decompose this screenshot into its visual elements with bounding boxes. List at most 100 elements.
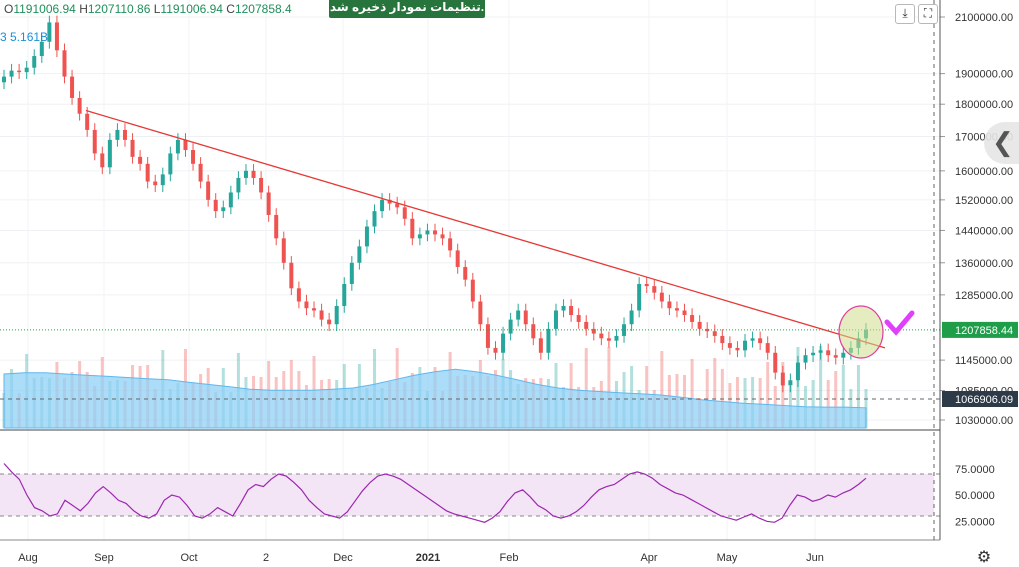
candle-body xyxy=(138,156,143,164)
time-tick-label: Jun xyxy=(806,552,824,564)
candle-body xyxy=(274,214,279,239)
candle-body xyxy=(501,333,506,353)
candle-body xyxy=(727,343,732,348)
candle-body xyxy=(213,199,218,212)
candle-body xyxy=(690,315,695,322)
candle-body xyxy=(2,76,6,83)
candle-body xyxy=(228,192,233,208)
candle-body xyxy=(485,324,490,348)
candle-body xyxy=(334,305,339,325)
candle-body xyxy=(77,97,82,114)
candle-body xyxy=(372,211,377,227)
high-value: 1207110.86 xyxy=(87,2,151,16)
last-price-label: 1207858.44 xyxy=(955,325,1013,337)
candle-body xyxy=(387,199,392,204)
candle-body xyxy=(508,319,513,334)
candle-body xyxy=(576,315,581,322)
candle-body xyxy=(281,238,286,263)
candle-body xyxy=(206,181,211,200)
candle-body xyxy=(130,139,135,157)
volume-bar xyxy=(796,347,800,428)
candle-body xyxy=(493,347,498,353)
volume-bar xyxy=(758,378,762,428)
candle-body xyxy=(599,333,604,339)
candle-body xyxy=(591,328,596,334)
candle-body xyxy=(584,321,589,329)
candle-body xyxy=(39,41,44,57)
candle-body xyxy=(243,170,248,178)
candle-body xyxy=(122,129,127,140)
download-icon[interactable]: ⤓ xyxy=(895,4,915,24)
price-tick-label: 1030000.00 xyxy=(955,415,1013,427)
candle-body xyxy=(758,338,763,344)
candle-body xyxy=(342,283,347,306)
candle-body xyxy=(795,362,800,381)
price-tick-label: 1520000.00 xyxy=(955,195,1013,207)
candle-body xyxy=(62,50,67,77)
candle-body xyxy=(402,207,407,219)
rsi-band xyxy=(0,474,934,516)
candle-body xyxy=(9,70,14,77)
candle-body xyxy=(107,139,112,168)
candle-body xyxy=(644,283,649,287)
candle-body xyxy=(652,286,657,293)
time-tick-label: Aug xyxy=(18,552,38,564)
candle-body xyxy=(312,308,317,311)
saved-toast: تنظیمات نمودار ذخیره شد. xyxy=(329,0,485,18)
fullscreen-icon[interactable]: ⛶ xyxy=(918,4,938,24)
candle-body xyxy=(553,310,558,329)
grid xyxy=(0,0,940,540)
candle-body xyxy=(682,310,687,316)
price-tick-label: 1285000.00 xyxy=(955,290,1013,302)
time-tick-label: Sep xyxy=(94,552,114,564)
candle-body xyxy=(395,203,400,208)
candle-body xyxy=(735,347,740,351)
candle-body xyxy=(531,324,536,339)
candle-body xyxy=(606,338,611,341)
candle-body xyxy=(470,279,475,302)
price-tick-label: 1360000.00 xyxy=(955,258,1013,270)
candle-body xyxy=(251,170,256,178)
candle-body xyxy=(183,139,188,151)
candles xyxy=(2,15,868,393)
candle-body xyxy=(24,67,29,73)
candle-body xyxy=(780,372,785,386)
candle-body xyxy=(54,22,59,51)
low-value: 1191006.94 xyxy=(160,2,223,16)
candle-body xyxy=(667,301,672,309)
settings-icon: ⚙ xyxy=(977,549,991,566)
candle-body xyxy=(546,328,551,353)
candle-body xyxy=(198,163,203,182)
candle-body xyxy=(364,226,369,247)
collapse-arrow-icon[interactable]: ❮ xyxy=(984,122,1019,164)
close-value: 1207858.4 xyxy=(234,2,292,16)
volume-bar xyxy=(856,365,860,428)
candle-body xyxy=(410,218,415,239)
trend-line[interactable] xyxy=(85,109,886,349)
time-tick-label: 2021 xyxy=(416,552,440,564)
candle-body xyxy=(32,56,37,68)
candle-body xyxy=(637,283,642,311)
volume-ma-label: 1066906.09 xyxy=(955,394,1013,406)
volume-bar xyxy=(713,358,717,428)
candle-body xyxy=(319,310,324,320)
volume-bar xyxy=(751,377,755,428)
candle-body xyxy=(266,192,271,215)
last-price-tag xyxy=(942,321,1018,338)
candle-body xyxy=(236,177,241,193)
candle-body xyxy=(100,153,105,168)
volume-bar xyxy=(690,359,694,428)
checkmark-icon xyxy=(884,310,915,336)
volume-legend: 3 5.161B xyxy=(0,30,49,44)
candle-body xyxy=(561,305,566,311)
volume-bar xyxy=(819,346,823,428)
candle-body xyxy=(538,338,543,353)
candle-body xyxy=(92,129,97,154)
candle-body xyxy=(705,328,710,332)
candle-body xyxy=(440,234,445,239)
price-tick-label: 2100000.00 xyxy=(955,12,1013,24)
rsi-tick-label: 25.0000 xyxy=(955,516,995,528)
time-tick-label: Feb xyxy=(500,552,519,564)
candle-body xyxy=(327,319,332,325)
